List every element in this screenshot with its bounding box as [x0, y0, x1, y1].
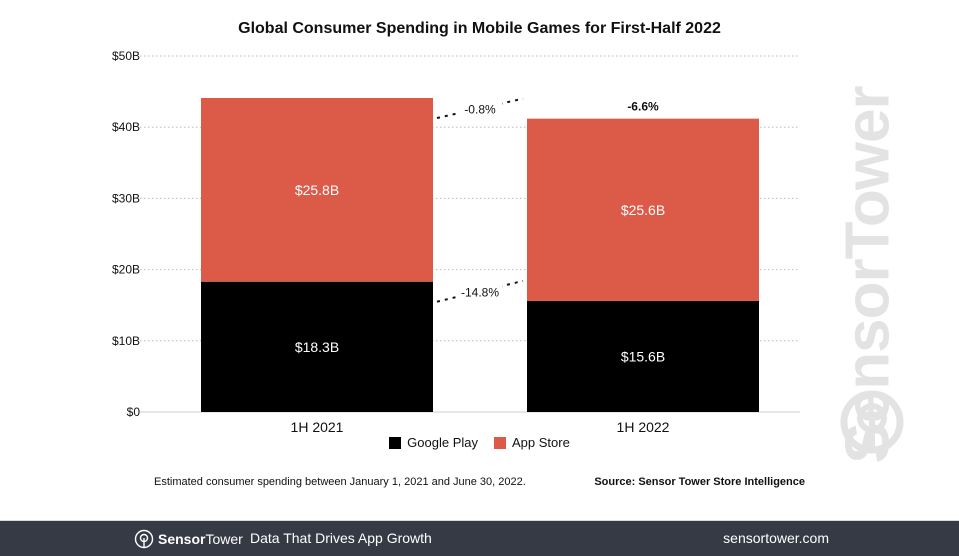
change-label: -14.8%: [461, 285, 499, 299]
x-tick-label: 1H 2021: [291, 419, 344, 435]
legend-label: Google Play: [407, 435, 478, 450]
legend-swatch: [494, 436, 506, 449]
change-label-bg: [458, 282, 502, 301]
chart-source: Source: Sensor Tower Store Intelligence: [594, 476, 805, 488]
legend-item-app-store: App Store: [494, 435, 570, 450]
change-label: -0.8%: [464, 102, 496, 116]
brand-bold: Sensor: [158, 531, 206, 547]
legend-item-google-play: Google Play: [389, 435, 478, 450]
change-connector: [436, 279, 524, 303]
footer-logo[interactable]: SensorTower: [134, 529, 243, 549]
watermark: SensorTower: [818, 60, 918, 490]
y-tick-label: $30B: [112, 191, 140, 205]
chart-title: Global Consumer Spending in Mobile Games…: [238, 20, 721, 37]
y-tick-label: $10B: [112, 334, 140, 348]
y-tick-label: $0: [127, 405, 141, 419]
chart-note: Estimated consumer spending between Janu…: [154, 476, 526, 488]
legend-label: App Store: [512, 435, 570, 450]
change-connector: [436, 97, 524, 119]
legend: Google Play App Store: [0, 435, 959, 450]
footer-bar: SensorTower Data That Drives App Growth …: [0, 520, 959, 556]
bar-app-store: [527, 118, 759, 301]
chart-area: $0 $10B $20B $30B $40B $50B $18.3B $25.8B 1H 202…: [112, 49, 800, 435]
y-tick-label: $20B: [112, 263, 140, 277]
bar-value-label: $15.6B: [621, 348, 665, 364]
y-tick-label: $50B: [112, 49, 140, 63]
legend-swatch: [389, 436, 402, 449]
bar-google-play: [527, 300, 759, 412]
x-tick-label: 1H 2022: [617, 419, 670, 435]
bar-value-label: $18.3B: [295, 339, 339, 355]
footer-tagline: Data That Drives App Growth: [250, 530, 432, 546]
footer-url[interactable]: sensortower.com: [723, 530, 829, 546]
change-label-bg: [458, 99, 502, 118]
bar-app-store: [201, 98, 433, 282]
sensortower-logo-icon: [840, 390, 904, 454]
sensortower-logo-icon: [134, 529, 154, 549]
bar-value-label: $25.6B: [621, 202, 665, 218]
bar-value-label: $25.8B: [295, 182, 339, 198]
total-change-label: -6.6%: [627, 100, 659, 114]
bar-google-play: [201, 281, 433, 412]
y-tick-label: $40B: [112, 120, 140, 134]
brand-light: Tower: [205, 531, 243, 547]
